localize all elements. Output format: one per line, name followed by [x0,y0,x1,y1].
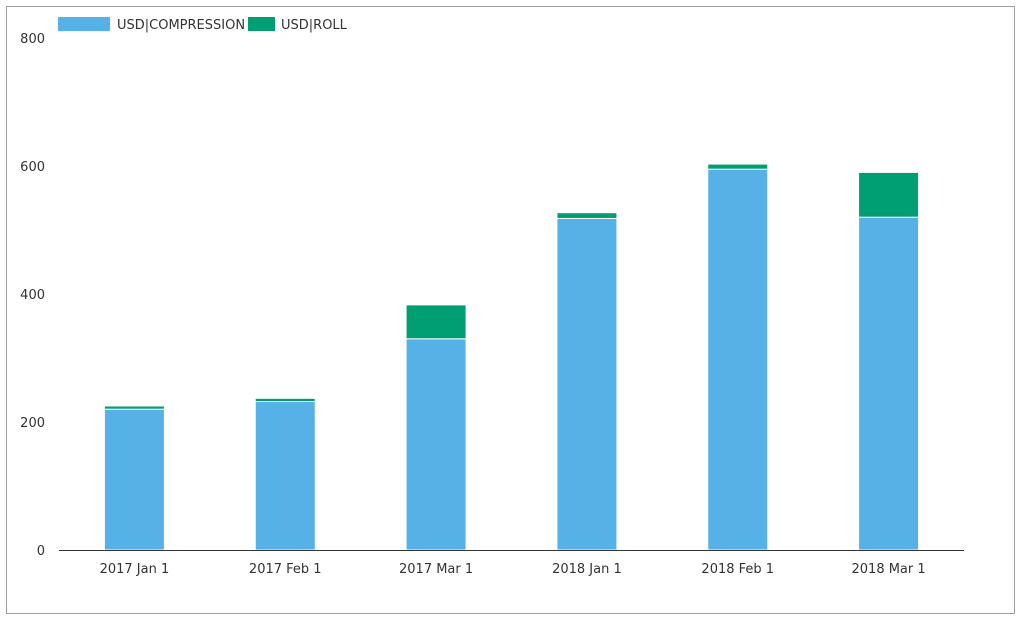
bar-compression [707,168,769,551]
bar-compression [556,217,618,551]
y-tick-label: 800 [20,32,45,47]
bar-roll [254,397,316,403]
x-tick-label: 2018 Jan 1 [552,562,622,577]
legend-label-roll: USD|ROLL [281,18,348,33]
legend-swatch-roll [248,17,275,31]
x-tick-label: 2018 Mar 1 [852,562,926,577]
legend: USD|COMPRESSION USD|ROLL [58,17,348,33]
x-tick-label: 2017 Feb 1 [249,562,322,577]
y-axis: 0 200 400 600 800 [20,32,45,559]
bar-roll [556,212,618,219]
chart-frame [6,6,1015,614]
x-tick-label: 2018 Feb 1 [701,562,774,577]
x-axis: 2017 Jan 1 2017 Feb 1 2017 Mar 1 2018 Jan 1… [100,562,926,577]
legend-label-compression: USD|COMPRESSION [117,18,245,33]
x-tick-label: 2017 Jan 1 [100,562,170,577]
y-tick-label: 600 [20,160,45,175]
bar-compression [254,401,316,551]
y-tick-label: 0 [37,544,45,559]
y-tick-label: 400 [20,288,45,303]
bar-compression [405,338,467,551]
y-tick-label: 200 [20,416,45,431]
bar-roll [858,171,920,218]
bar-compression [858,216,920,551]
bar-roll [103,405,165,410]
legend-swatch-compression [58,17,110,31]
bar-roll [707,163,769,170]
x-tick-label: 2017 Mar 1 [399,562,473,577]
bars [103,163,920,551]
bar-compression [103,408,165,551]
bar-roll [405,304,467,340]
